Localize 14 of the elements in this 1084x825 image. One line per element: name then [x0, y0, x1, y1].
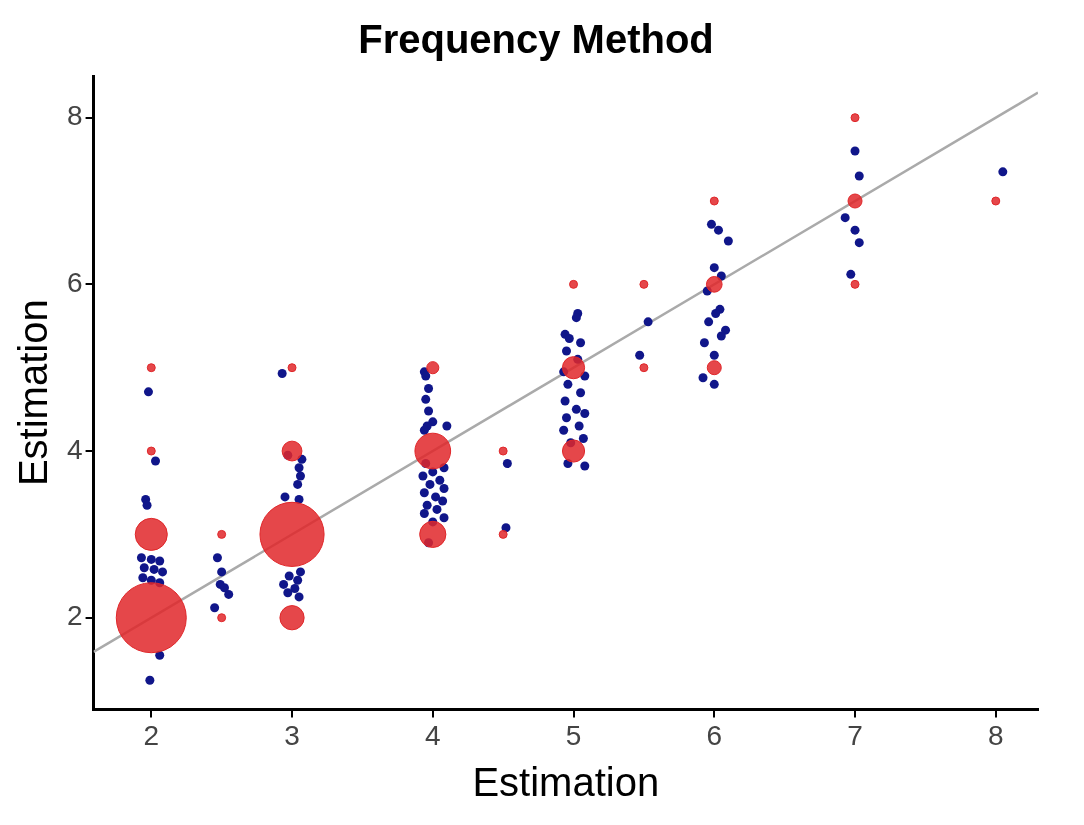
- x-tick-label: 2: [143, 719, 160, 751]
- x-tick-label: 5: [565, 719, 582, 751]
- x-tick-label: 7: [847, 719, 863, 751]
- x-tick-label: 3: [284, 719, 300, 751]
- y-tick-label: 8: [66, 100, 83, 132]
- x-tick-label: 8: [987, 719, 1004, 751]
- y-tick-label: 6: [66, 267, 83, 299]
- y-tick-label: 2: [66, 600, 83, 632]
- y-tick-label: 4: [66, 433, 83, 465]
- y-axis-title: Estimation: [11, 299, 56, 487]
- x-tick-label: 6: [706, 719, 723, 751]
- x-axis-title: Estimation: [472, 760, 660, 805]
- x-tick-label: 4: [424, 719, 441, 751]
- chart-title: Frequency Method: [358, 17, 714, 62]
